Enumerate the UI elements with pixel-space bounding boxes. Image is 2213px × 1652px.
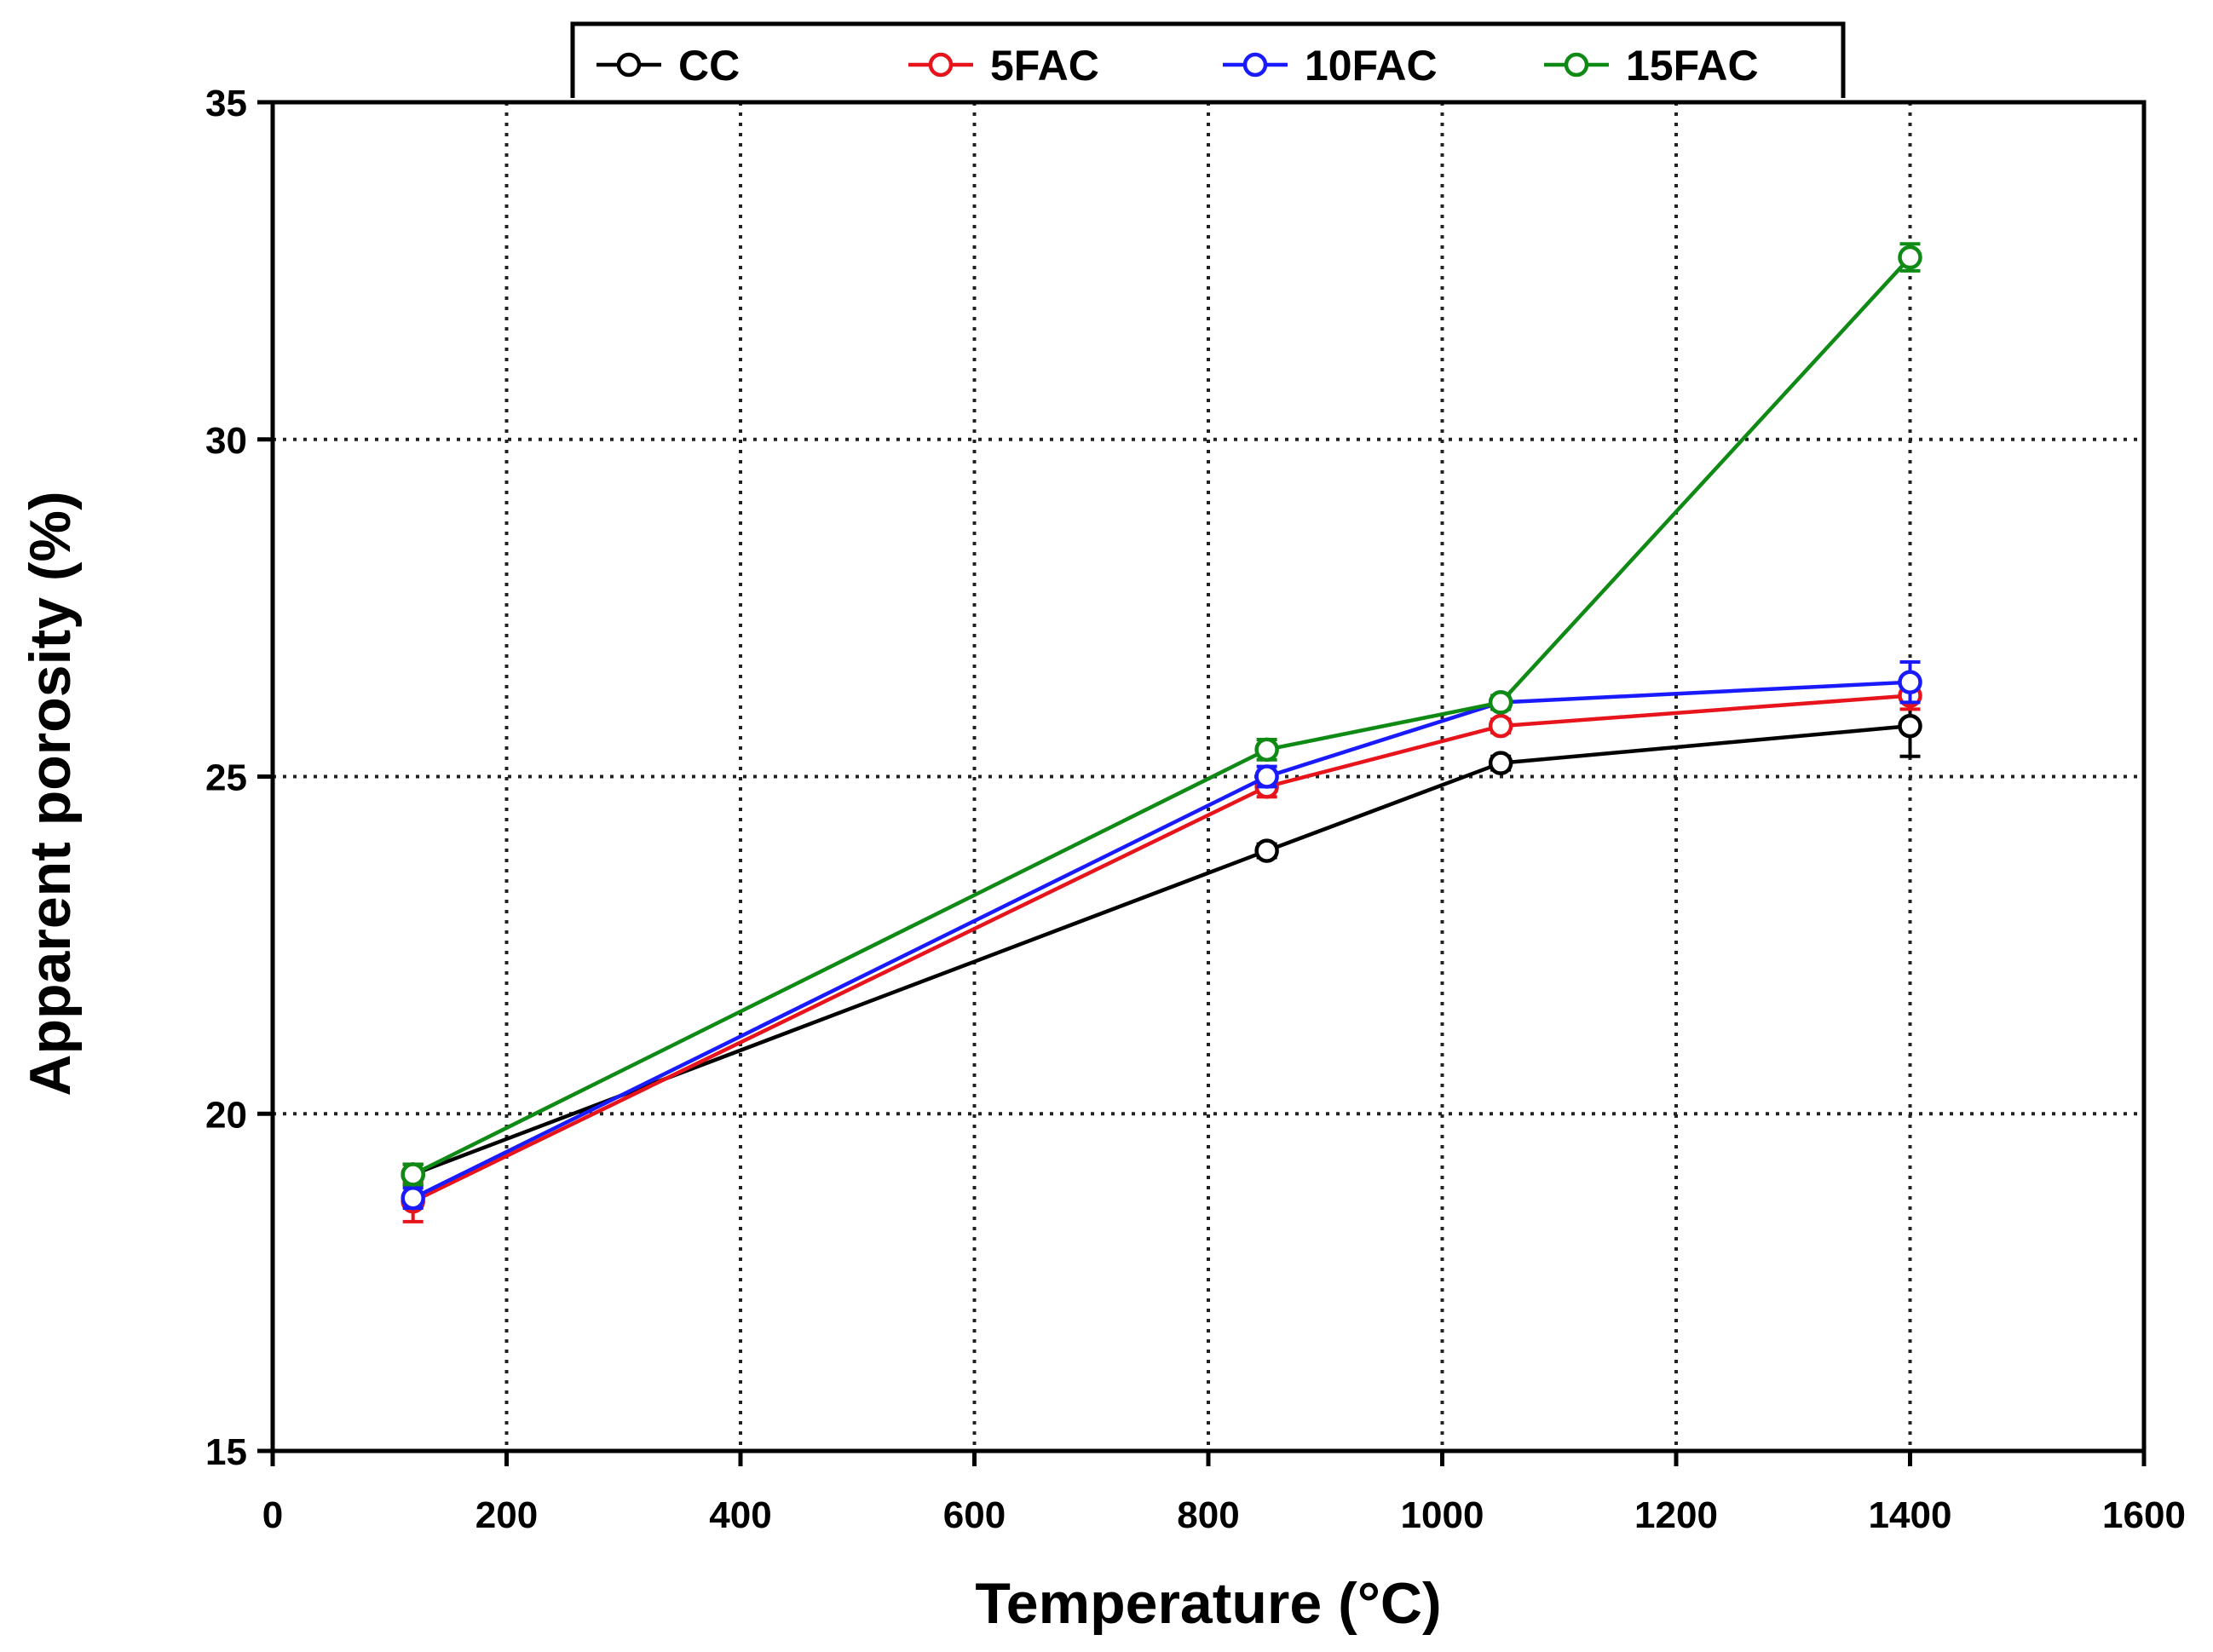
x-tick-label: 1000 <box>1401 1494 1484 1536</box>
series-5fac <box>401 680 1922 1223</box>
x-tick-label: 1400 <box>1869 1494 1952 1536</box>
legend-label: CC <box>678 42 740 89</box>
y-axis-title: Apparent porosity (%) <box>18 491 83 1096</box>
y-tick-label: 35 <box>205 83 247 124</box>
series-line-10fac <box>412 680 1910 1200</box>
data-point-15fac <box>401 1162 425 1187</box>
data-point-5fac <box>1488 713 1513 739</box>
x-tick-label: 1200 <box>1634 1494 1718 1536</box>
legend-marker <box>616 52 642 78</box>
y-tick-label: 20 <box>205 1094 247 1136</box>
series-line-cc <box>412 723 1910 1177</box>
series-line-5fac <box>412 694 1910 1204</box>
data-point-cc <box>1254 838 1279 863</box>
series-line-15fac <box>412 256 1912 1177</box>
legend-item-5fac: 5FAC <box>908 42 1099 89</box>
data-point-15fac <box>1488 690 1513 715</box>
data-point-10fac <box>1898 670 1922 694</box>
x-tick-label: 200 <box>475 1494 538 1536</box>
x-tick-label: 400 <box>709 1494 771 1536</box>
legend-marker <box>1564 52 1589 78</box>
legend-item-15fac: 15FAC <box>1544 42 1759 89</box>
legend-item-10fac: 10FAC <box>1223 42 1438 89</box>
y-tick-label: 30 <box>205 420 247 462</box>
y-tick-label: 15 <box>205 1431 247 1473</box>
x-tick-label: 1600 <box>2102 1494 2186 1536</box>
data-point-cc <box>1488 751 1513 775</box>
data-point-15fac <box>1254 737 1279 763</box>
y-tick-label: 25 <box>205 757 247 799</box>
legend: CC 5FAC 10FAC 15FAC <box>570 21 1846 98</box>
x-tick-label: 0 <box>262 1494 283 1536</box>
data-point-cc <box>1898 713 1922 739</box>
x-tick-label: 800 <box>1177 1494 1239 1536</box>
legend-marker <box>928 52 954 78</box>
legend-label: 5FAC <box>990 42 1099 89</box>
x-axis-title: Temperature (°C) <box>975 1571 1441 1636</box>
data-series <box>401 242 1922 1223</box>
legend-label: 10FAC <box>1305 42 1438 89</box>
legend-item-cc: CC <box>596 42 740 89</box>
legend-label: 15FAC <box>1626 42 1759 89</box>
data-point-15fac <box>1898 245 1922 270</box>
x-tick-label: 600 <box>943 1494 1006 1536</box>
series-cc <box>401 694 1922 1187</box>
legend-box <box>570 21 1846 98</box>
axes: 0 200 400 600 800 1000 1200 1400 1600 15 20 25 30 35 <box>205 83 2186 1536</box>
legend-marker <box>1242 52 1268 78</box>
series-15fac <box>401 242 1922 1187</box>
data-point-10fac <box>1254 764 1279 789</box>
data-point-10fac <box>401 1185 425 1211</box>
